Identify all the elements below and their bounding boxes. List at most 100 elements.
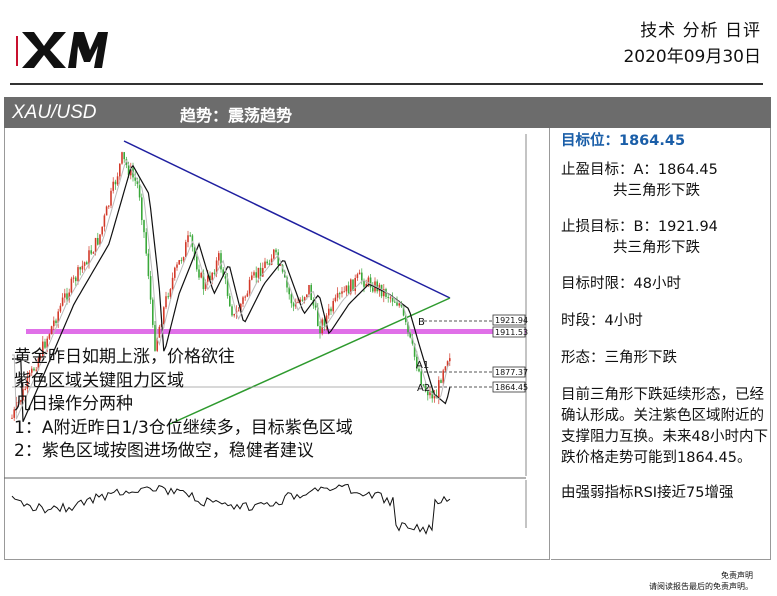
candle-body [416, 356, 418, 369]
candle-body [438, 380, 440, 399]
stop-loss-reason: 共三角形下跌 [613, 240, 700, 256]
candle-body [154, 324, 156, 351]
candle-body [165, 296, 167, 308]
label-A1: A1 [416, 360, 429, 371]
candle-body [264, 261, 266, 268]
candle-body [143, 220, 145, 233]
candle-body [88, 250, 90, 265]
candle-body [149, 276, 152, 300]
candle-body [39, 356, 42, 359]
price-tag-resistance: 1911.53 [495, 328, 528, 337]
candle-body [156, 337, 158, 351]
candle-body [391, 297, 394, 302]
label-A2: A2 [417, 383, 430, 394]
candle-body [180, 260, 183, 262]
candle-body [323, 319, 326, 326]
candle-body [75, 277, 77, 282]
candle-body [398, 303, 400, 306]
candle-body [422, 384, 425, 386]
candle-body [167, 296, 169, 298]
candle-body [189, 235, 191, 237]
candle-body [345, 285, 348, 292]
candle-body [420, 371, 422, 385]
candle-body [363, 280, 365, 287]
disclaimer-text: 请阅读报告最后的免责声明。 [649, 582, 753, 591]
pattern: 形态：三角形下跌 [561, 350, 677, 366]
candle-body [288, 287, 290, 295]
candle-body [427, 391, 429, 396]
candle-body [116, 176, 119, 185]
candle-body [22, 389, 24, 401]
chart-note: 几日操作分两种 [14, 394, 133, 414]
candle-body [72, 277, 75, 279]
candle-body [11, 417, 13, 419]
candle-body [369, 277, 372, 288]
candle-body [226, 278, 229, 296]
candle-body [367, 277, 370, 284]
label-B: B [418, 317, 425, 328]
chart-note: 1：A附近昨日1/3仓位继续多，目标紫色区域 [14, 417, 353, 438]
candle-body [413, 343, 416, 357]
candle-body [163, 307, 165, 325]
candle-body [259, 267, 262, 277]
candle-body [317, 307, 319, 327]
candle-body [145, 232, 147, 254]
sidebar-panel [551, 128, 771, 560]
candle-body [176, 264, 178, 268]
candle-body [266, 261, 268, 264]
price-tag-A1: 1877.37 [495, 368, 528, 377]
candle-body [138, 183, 141, 198]
report-date: 2020年09月30日 [623, 47, 761, 67]
candle-body [215, 260, 218, 274]
candle-body [61, 297, 64, 306]
candle-body [297, 302, 299, 304]
candle-body [158, 326, 161, 338]
price-tag-A2: 1864.45 [495, 383, 528, 392]
candle-body [314, 305, 317, 308]
candle-body [301, 299, 304, 301]
candle-body [136, 180, 139, 184]
candle-body [28, 372, 31, 377]
candle-body [396, 302, 398, 306]
candle-body [312, 299, 315, 306]
candle-body [171, 277, 174, 290]
triangle-lower-line [169, 297, 451, 425]
candle-body [240, 303, 242, 311]
candle-body [418, 368, 420, 372]
candle-body [185, 242, 187, 258]
candle-body [174, 267, 176, 278]
candle-body [187, 235, 189, 243]
candle-body [101, 226, 103, 235]
candle-body [218, 253, 220, 261]
take-profit-reason: 共三角形下跌 [613, 183, 700, 199]
candle-body [277, 252, 279, 266]
candle-body [169, 289, 172, 297]
timeframe: 时段：4小时 [561, 313, 643, 329]
target-price: 目标位：1864.45 [561, 133, 686, 149]
candle-body [233, 314, 235, 316]
candle-body [286, 277, 288, 288]
candle-body [319, 326, 321, 334]
candle-body [389, 297, 392, 299]
candle-body [262, 267, 264, 277]
candle-body [209, 275, 211, 281]
candle-body [257, 267, 260, 278]
candle-body [303, 297, 306, 301]
candle-body [341, 291, 343, 294]
candle-body [211, 272, 213, 281]
candle-body [350, 279, 352, 294]
candle-body [292, 303, 295, 307]
chart-note: 紫色区域关键阻力区域 [14, 370, 184, 391]
candle-body [44, 341, 46, 348]
candle-body [361, 272, 363, 281]
candle-body [383, 289, 385, 297]
instrument-symbol: XAU/USD [12, 102, 97, 123]
candle-body [343, 291, 345, 293]
candle-body [50, 326, 53, 335]
candle-body [308, 284, 310, 295]
candle-body [196, 256, 198, 270]
candle-body [94, 237, 97, 253]
candle-body [409, 332, 411, 338]
candle-body [290, 294, 293, 304]
candle-body [57, 311, 59, 324]
